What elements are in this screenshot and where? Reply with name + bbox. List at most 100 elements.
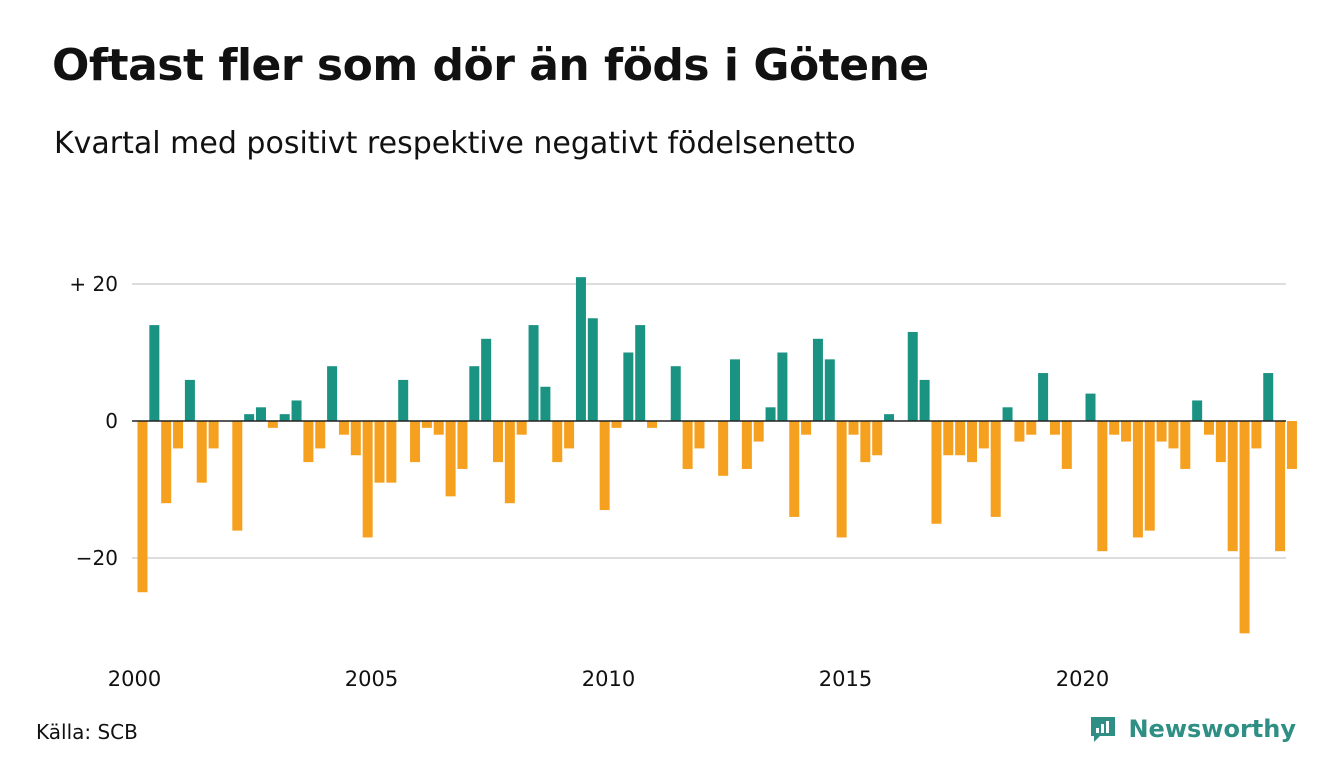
bar xyxy=(1275,421,1286,552)
bar xyxy=(587,318,598,421)
bar xyxy=(386,421,397,483)
bar xyxy=(291,400,302,421)
bar xyxy=(848,421,859,435)
bar xyxy=(350,421,361,456)
source-note: Källa: SCB xyxy=(36,720,138,744)
bar xyxy=(1002,407,1013,421)
bar xyxy=(1204,421,1214,435)
bar xyxy=(232,421,243,531)
bar xyxy=(469,366,480,421)
bar xyxy=(1014,421,1025,442)
bar xyxy=(765,407,776,421)
bar xyxy=(575,277,586,421)
bar xyxy=(753,421,764,442)
bar xyxy=(1038,373,1049,421)
bar xyxy=(682,421,693,469)
bar xyxy=(540,386,551,421)
bar xyxy=(836,421,847,538)
bar xyxy=(812,338,823,421)
bar xyxy=(967,421,977,463)
bar xyxy=(647,421,658,428)
x-tick-label: 2010 xyxy=(582,667,635,691)
brand-name: Newsworthy xyxy=(1128,715,1296,743)
bar xyxy=(872,421,883,456)
bar xyxy=(789,421,800,517)
bar xyxy=(421,421,432,428)
bar xyxy=(884,414,895,421)
bar xyxy=(398,379,409,421)
bar xyxy=(670,366,681,421)
bar xyxy=(1239,421,1250,634)
bar xyxy=(362,421,373,538)
y-tick-label: 0 xyxy=(105,409,118,433)
bar xyxy=(990,421,1001,517)
bar xyxy=(1227,421,1238,552)
bar xyxy=(1263,373,1274,421)
bar xyxy=(410,421,421,463)
x-tick-label: 2015 xyxy=(819,667,872,691)
bar xyxy=(1180,421,1191,469)
x-tick-label: 2000 xyxy=(108,667,161,691)
bar xyxy=(315,421,326,449)
y-tick-label: + 20 xyxy=(69,272,118,296)
grid-layer xyxy=(132,283,1286,559)
chart-subtitle: Kvartal med positivt respektive negativt… xyxy=(54,126,856,161)
bar xyxy=(149,325,160,421)
bar xyxy=(824,359,835,421)
x-axis-labels: 2000 2005 2010 2015 2020 xyxy=(108,667,1109,691)
bar xyxy=(457,421,468,469)
bar xyxy=(1049,421,1060,435)
bar xyxy=(279,414,290,421)
bar xyxy=(1168,421,1179,449)
bar xyxy=(1061,421,1072,469)
bar xyxy=(184,379,195,421)
bar xyxy=(445,421,456,497)
bar xyxy=(267,421,278,428)
bar xyxy=(635,325,646,421)
x-tick-label: 2005 xyxy=(345,667,398,691)
bar xyxy=(623,352,634,421)
bar xyxy=(208,421,219,449)
bar-layer xyxy=(137,277,1297,634)
bar xyxy=(1286,421,1297,469)
bar xyxy=(943,421,954,456)
bar xyxy=(718,421,729,476)
bar xyxy=(196,421,207,483)
bar xyxy=(1192,400,1203,421)
x-tick-label: 2020 xyxy=(1056,667,1109,691)
bar xyxy=(137,421,148,593)
bar xyxy=(161,421,172,504)
y-tick-label: −20 xyxy=(76,546,118,570)
bar xyxy=(338,421,349,435)
bar xyxy=(1156,421,1167,442)
bar xyxy=(504,421,515,504)
brand-logo: Newsworthy xyxy=(1088,714,1296,744)
bar xyxy=(1251,421,1262,449)
bar xyxy=(599,421,610,511)
bar xyxy=(244,414,255,421)
bar xyxy=(1121,421,1132,442)
bar xyxy=(481,338,492,421)
bar xyxy=(741,421,752,469)
bar xyxy=(493,421,503,463)
bar xyxy=(1132,421,1143,538)
bar xyxy=(1144,421,1155,531)
bar xyxy=(173,421,184,449)
bar xyxy=(1085,393,1096,421)
bar xyxy=(978,421,989,449)
bar xyxy=(931,421,942,524)
bar xyxy=(1215,421,1226,463)
bar xyxy=(1026,421,1037,435)
bar xyxy=(1109,421,1120,435)
bar xyxy=(1097,421,1108,552)
bar xyxy=(516,421,527,435)
bar xyxy=(955,421,966,456)
bar xyxy=(374,421,385,483)
y-axis-labels: + 20 0 −20 xyxy=(69,272,118,570)
bar xyxy=(528,325,539,421)
bar xyxy=(694,421,705,449)
bar xyxy=(919,379,930,421)
bar xyxy=(801,421,812,435)
bar xyxy=(907,331,918,421)
bar xyxy=(327,366,338,421)
